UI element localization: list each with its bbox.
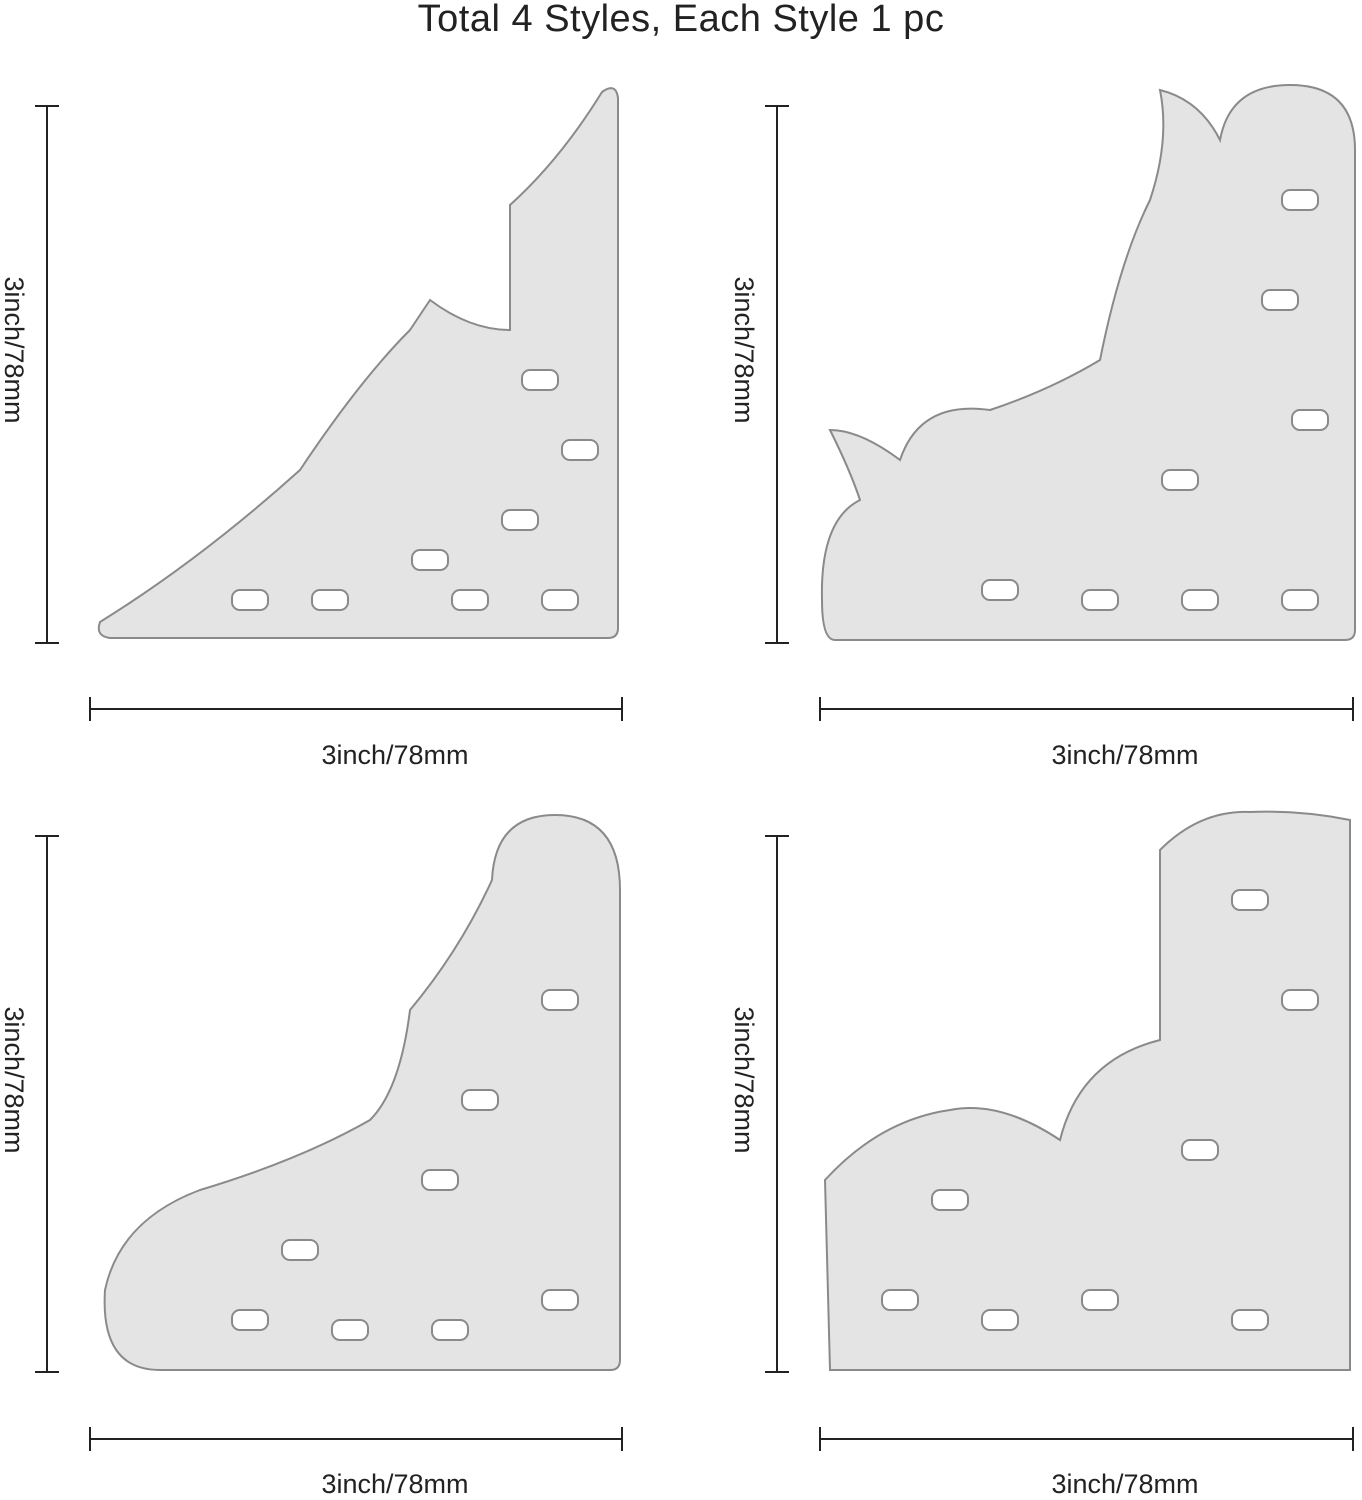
cutout-hole bbox=[1231, 1309, 1269, 1331]
height-label: 3inch/78mm bbox=[729, 276, 759, 424]
cutout-hole bbox=[421, 1169, 459, 1191]
width-label: 3inch/78mm bbox=[321, 740, 469, 770]
die-cobweb-corner bbox=[823, 810, 1351, 1371]
cutout-hole bbox=[561, 439, 599, 461]
width-label: 3inch/78mm bbox=[1051, 740, 1199, 770]
cutout-hole bbox=[541, 1289, 579, 1311]
cutout-hole bbox=[541, 589, 579, 611]
cutout-hole bbox=[881, 1289, 919, 1311]
height-dimension-line bbox=[765, 835, 789, 1373]
cutout-hole bbox=[231, 1309, 269, 1331]
width-label: 3inch/78mm bbox=[1051, 1469, 1199, 1499]
cutout-hole bbox=[931, 1189, 969, 1211]
cutout-hole bbox=[1231, 889, 1269, 911]
width-dimension-line bbox=[89, 1427, 623, 1451]
cutout-hole bbox=[981, 1309, 1019, 1331]
die-spider-web-corner bbox=[97, 87, 619, 639]
cutout-hole bbox=[521, 369, 559, 391]
cutout-hole bbox=[1291, 409, 1329, 431]
width-label: 3inch/78mm bbox=[321, 1469, 469, 1499]
cutout-hole bbox=[231, 589, 269, 611]
cutout-hole bbox=[1281, 589, 1319, 611]
cutout-hole bbox=[541, 989, 579, 1011]
die-pumpkin-bat-corner bbox=[820, 83, 1356, 641]
cutout-hole bbox=[501, 509, 539, 531]
cutout-hole bbox=[311, 589, 349, 611]
page-title: Total 4 Styles, Each Style 1 pc bbox=[417, 0, 945, 40]
cutout-hole bbox=[1161, 469, 1199, 491]
cutout-hole bbox=[281, 1239, 319, 1261]
die-bat-star-swirl-corner bbox=[103, 813, 621, 1371]
cutout-hole bbox=[1081, 589, 1119, 611]
height-dimension-line bbox=[35, 835, 59, 1373]
width-dimension-line bbox=[89, 697, 623, 721]
cutout-hole bbox=[461, 1089, 499, 1111]
height-dimension-line bbox=[35, 105, 59, 644]
cutout-hole bbox=[411, 549, 449, 571]
cutout-hole bbox=[1281, 189, 1319, 211]
cutout-hole bbox=[1261, 289, 1299, 311]
cutout-hole bbox=[1181, 1139, 1219, 1161]
cutout-hole bbox=[431, 1319, 469, 1341]
cutout-hole bbox=[451, 589, 489, 611]
cutout-hole bbox=[331, 1319, 369, 1341]
cutout-hole bbox=[1081, 1289, 1119, 1311]
height-dimension-line bbox=[765, 105, 789, 644]
width-dimension-line bbox=[819, 1427, 1354, 1451]
cutout-hole bbox=[1181, 589, 1219, 611]
height-label: 3inch/78mm bbox=[729, 1006, 759, 1154]
width-dimension-line bbox=[819, 697, 1354, 721]
cutout-hole bbox=[981, 579, 1019, 601]
cutout-hole bbox=[1281, 989, 1319, 1011]
height-label: 3inch/78mm bbox=[0, 1006, 29, 1154]
height-label: 3inch/78mm bbox=[0, 276, 29, 424]
